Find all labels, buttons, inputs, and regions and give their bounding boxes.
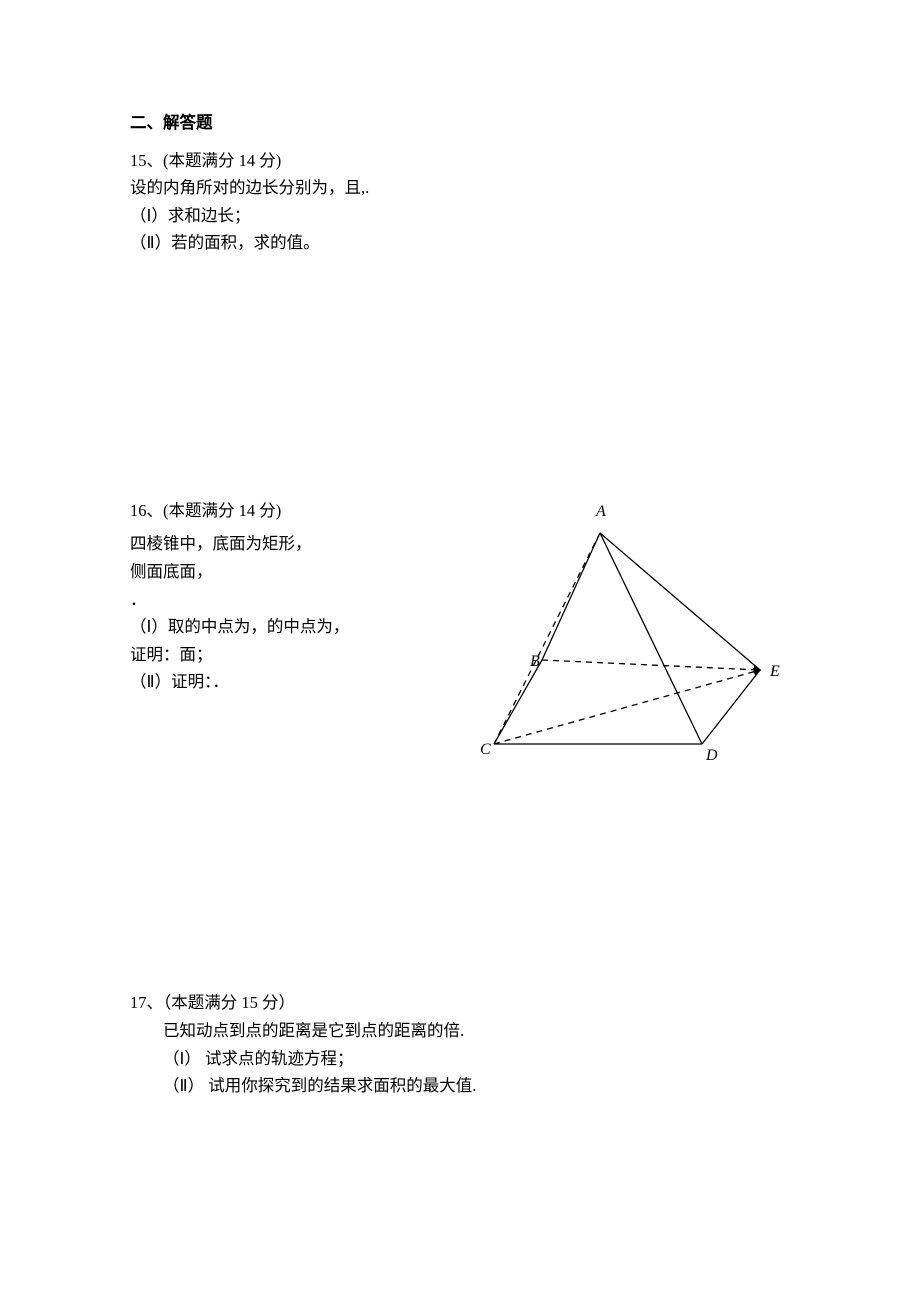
q16-head: 16、(本题满分 14 分)	[130, 498, 430, 524]
q16-line6: （Ⅱ）证明：．	[130, 669, 430, 695]
svg-text:B: B	[530, 653, 540, 670]
question-16: 16、(本题满分 14 分) 四棱锥中，底面为矩形， 侧面底面， ． （Ⅰ）取的…	[130, 498, 790, 776]
q16-line5: 证明：面；	[130, 642, 430, 668]
svg-text:E: E	[769, 663, 780, 680]
q17-line3: （Ⅱ） 试用你探究到的结果求面积的最大值.	[130, 1073, 790, 1099]
q17-head: 17、（本题满分 15 分）	[130, 990, 790, 1016]
q16-body: 四棱锥中，底面为矩形， 侧面底面， ． （Ⅰ）取的中点为，的中点为， 证明：面；…	[130, 531, 430, 694]
q17-line1: 已知动点到点的距离是它到点的距离的倍.	[130, 1018, 790, 1044]
svg-text:C: C	[480, 741, 491, 758]
q15-line2: （Ⅰ）求和边长；	[130, 203, 790, 229]
q16-line2: 侧面底面，	[130, 559, 430, 585]
q15-line1: 设的内角所对的边长分别为，且,.	[130, 175, 790, 201]
q15-head: 15、(本题满分 14 分)	[130, 148, 790, 174]
page: 二、解答题 15、(本题满分 14 分) 设的内角所对的边长分别为，且,. （Ⅰ…	[0, 0, 920, 1302]
q16-line4: （Ⅰ）取的中点为，的中点为，	[130, 614, 430, 640]
svg-text:A: A	[595, 503, 606, 520]
q17-body: 已知动点到点的距离是它到点的距离的倍. （Ⅰ） 试求点的轨迹方程； （Ⅱ） 试用…	[130, 1018, 790, 1099]
q16-figure: A B C D E	[450, 498, 790, 776]
section-title: 二、解答题	[130, 110, 790, 136]
question-17: 17、（本题满分 15 分） 已知动点到点的距离是它到点的距离的倍. （Ⅰ） 试…	[130, 990, 790, 1098]
q16-line1: 四棱锥中，底面为矩形，	[130, 531, 430, 557]
q15-line3: （Ⅱ）若的面积，求的值。	[130, 230, 790, 256]
q16-line3: ．	[130, 587, 430, 613]
q17-line2: （Ⅰ） 试求点的轨迹方程；	[130, 1046, 790, 1072]
spacer-2	[130, 775, 790, 990]
svg-text:D: D	[705, 747, 718, 764]
spacer-1	[130, 258, 790, 498]
q15-body: 设的内角所对的边长分别为，且,. （Ⅰ）求和边长； （Ⅱ）若的面积，求的值。	[130, 175, 790, 256]
question-15: 15、(本题满分 14 分) 设的内角所对的边长分别为，且,. （Ⅰ）求和边长；…	[130, 148, 790, 256]
pyramid-diagram: A B C D E	[450, 498, 790, 768]
q16-text: 16、(本题满分 14 分) 四棱锥中，底面为矩形， 侧面底面， ． （Ⅰ）取的…	[130, 498, 430, 697]
